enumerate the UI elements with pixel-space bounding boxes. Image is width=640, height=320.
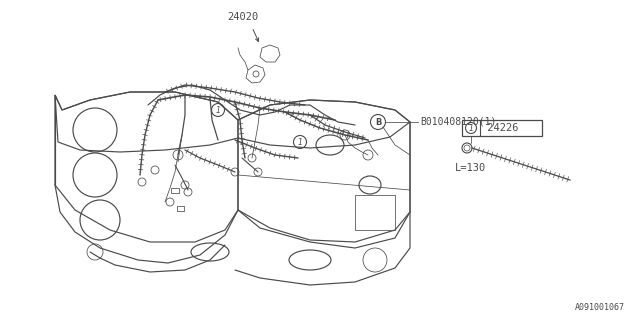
Text: 1: 1 (468, 124, 474, 132)
Text: 24020: 24020 (227, 12, 259, 22)
Text: B: B (375, 117, 381, 126)
Text: 24226: 24226 (481, 123, 518, 133)
Text: 1: 1 (298, 138, 303, 147)
Text: A091001067: A091001067 (575, 303, 625, 312)
Text: B010408120(1): B010408120(1) (420, 116, 497, 126)
Text: 1: 1 (216, 106, 220, 115)
Text: L=130: L=130 (455, 163, 486, 173)
